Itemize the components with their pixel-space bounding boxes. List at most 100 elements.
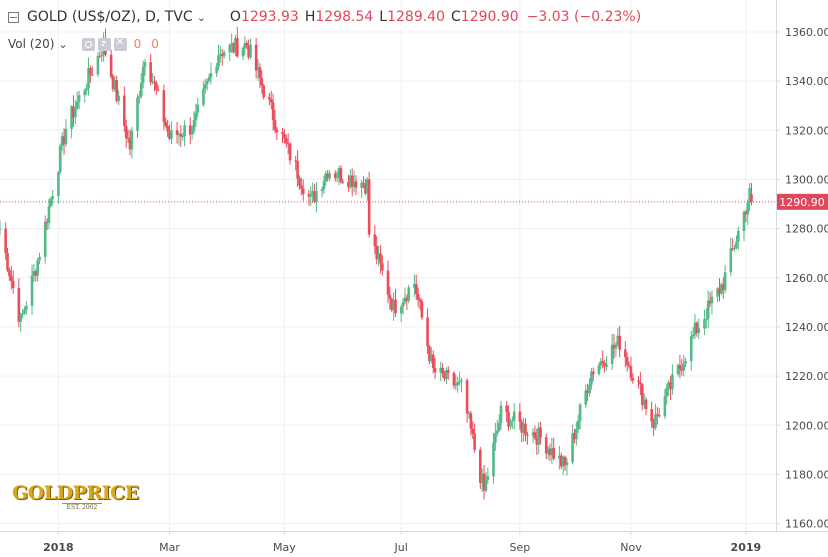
x-tick-label: Nov: [620, 541, 642, 554]
collapse-legend-icon[interactable]: [8, 11, 19, 23]
candle-down: [373, 234, 377, 246]
candle-up: [360, 182, 363, 188]
candle-up: [584, 390, 588, 405]
x-tick-label: Sep: [509, 541, 530, 554]
candle-up: [43, 221, 47, 257]
candle-up: [51, 196, 55, 199]
candle-down: [286, 143, 290, 145]
candle-up: [58, 145, 62, 173]
candle-down: [563, 456, 567, 466]
candle-up: [671, 374, 674, 390]
candle-up: [25, 305, 28, 311]
candle-down: [354, 181, 358, 188]
candle-up: [32, 271, 36, 276]
candle-up: [697, 328, 701, 334]
candle-up: [183, 125, 186, 137]
candle-up: [202, 88, 205, 105]
candle-up: [209, 73, 213, 78]
candle-down: [347, 181, 350, 188]
candle-down: [123, 95, 126, 126]
candle-down: [162, 90, 166, 122]
gear-icon[interactable]: [97, 37, 111, 51]
candle-up: [720, 284, 723, 294]
candle-down: [220, 53, 224, 57]
candle-down: [10, 276, 13, 281]
candle-down: [156, 89, 160, 91]
candle-down: [98, 55, 102, 57]
candle-up: [439, 367, 443, 373]
candle-down: [533, 432, 537, 438]
chevron-down-icon[interactable]: ⌄: [196, 10, 206, 24]
candle-down: [149, 62, 152, 83]
candle-up: [23, 310, 26, 314]
candle-up: [320, 189, 324, 192]
candle-up: [113, 80, 117, 90]
candle-down: [518, 411, 522, 422]
candle-up: [665, 387, 669, 397]
candle-down: [524, 423, 527, 435]
symbol-title[interactable]: GOLD (US$/OZ), D, TVC: [27, 9, 193, 25]
candle-up: [605, 364, 608, 367]
candle-up: [497, 422, 501, 431]
y-tick-label: 1320.00: [785, 124, 828, 137]
candle-down: [469, 413, 473, 429]
candle-down: [507, 412, 510, 427]
volume-value-1: 0: [133, 37, 142, 51]
candle-up: [74, 108, 77, 118]
candle-up: [177, 134, 181, 136]
candle-down: [650, 409, 653, 422]
candle-down: [333, 173, 337, 178]
candle-down: [115, 80, 119, 102]
candle-up: [77, 95, 81, 102]
candle-down: [153, 81, 156, 83]
candle-up: [494, 433, 497, 444]
candle-up: [205, 80, 209, 85]
candle-up: [49, 198, 53, 207]
volume-chevron-icon[interactable]: ⌄: [58, 37, 68, 51]
candle-down: [731, 248, 734, 250]
candle-down: [298, 178, 301, 186]
candle-down: [433, 368, 437, 373]
y-tick-label: 1220.00: [785, 370, 828, 383]
close-icon[interactable]: [113, 37, 127, 51]
volume-label[interactable]: Vol (20): [8, 37, 55, 51]
candle-down: [175, 130, 179, 135]
volume-legend: Vol (20) ⌄ 0 0: [8, 37, 159, 52]
candle-down: [428, 346, 431, 361]
candle-up: [693, 322, 697, 335]
candle-up: [588, 384, 591, 394]
candle-up: [616, 335, 620, 345]
eye-icon[interactable]: [81, 37, 95, 51]
candle-down: [341, 181, 345, 183]
candle-up: [565, 462, 569, 466]
candle-up: [430, 354, 433, 361]
candle-up: [30, 275, 34, 306]
candle-down: [446, 370, 450, 373]
candle-up: [60, 136, 64, 146]
candle-up: [742, 211, 746, 232]
volume-controls: [81, 37, 130, 51]
candle-down: [637, 380, 640, 383]
candle-down: [260, 78, 264, 86]
candle-down: [526, 434, 529, 436]
candle-up: [454, 385, 458, 387]
x-tick-label: Mar: [159, 541, 180, 554]
last-price-label: 1290.90: [779, 196, 825, 209]
candle-up: [723, 272, 727, 290]
candle-down: [625, 357, 629, 366]
candle-up: [710, 296, 714, 304]
candle-up: [70, 106, 73, 129]
candle-up: [243, 43, 247, 48]
y-tick-label: 1160.00: [785, 518, 828, 531]
candle-down: [744, 211, 748, 215]
close-label: C: [451, 9, 461, 25]
change-value: −3.03 (−0.23%): [526, 9, 642, 25]
candle-up: [241, 47, 245, 57]
candle-up: [575, 429, 578, 440]
candle-up: [691, 334, 695, 337]
candle-down: [552, 448, 556, 459]
candle-up: [365, 179, 369, 194]
x-tick-label: 2018: [43, 541, 74, 554]
candle-down: [350, 175, 354, 187]
